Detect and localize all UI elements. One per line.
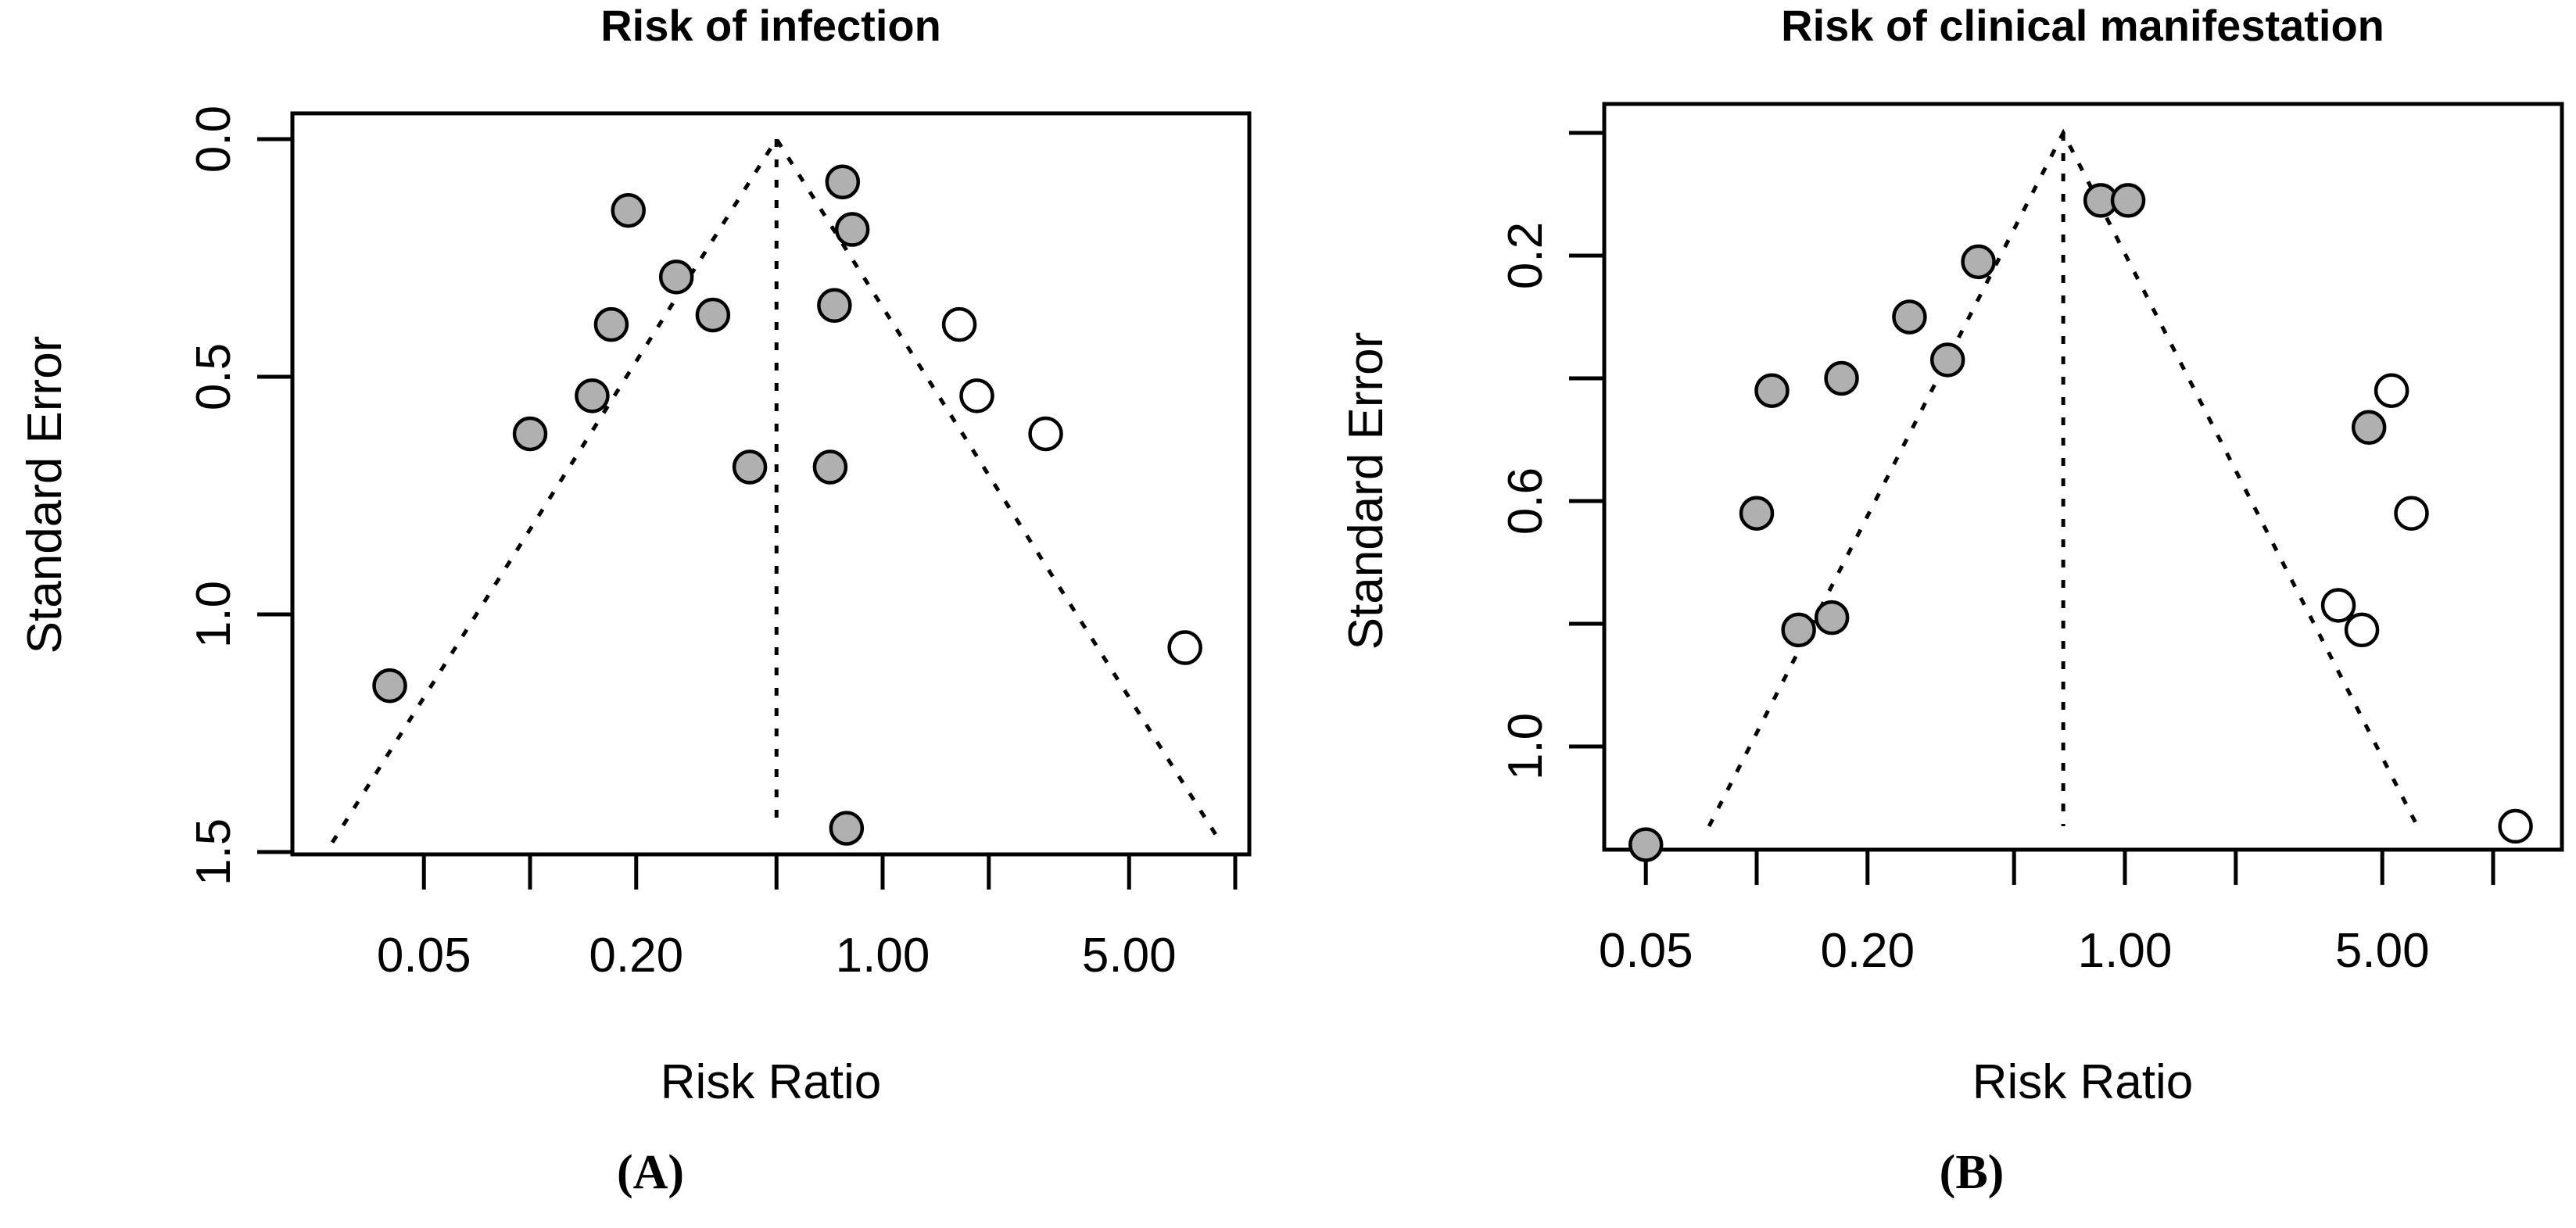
study-point-open	[959, 378, 994, 414]
study-point-filled	[593, 306, 629, 342]
study-point-filled	[1814, 600, 1850, 635]
y-tick-label: 0.0	[187, 106, 241, 173]
study-point-filled	[695, 297, 731, 333]
study-point-open	[2498, 808, 2533, 844]
y-tick-label: 1.0	[187, 581, 241, 648]
study-point-filled	[1824, 360, 1859, 396]
x-tick-label: 5.00	[1082, 929, 1177, 983]
study-point-filled	[834, 212, 870, 247]
panel-a-y-axis-label: Standard Error	[18, 336, 72, 654]
x-tick-label: 1.00	[2078, 924, 2173, 978]
y-tick-label: 0.6	[1499, 467, 1553, 535]
study-point-filled	[658, 260, 694, 295]
study-point-filled	[575, 378, 610, 414]
x-tick-label: 1.00	[836, 929, 930, 983]
x-tick-label: 0.20	[589, 929, 683, 983]
study-point-open	[2394, 496, 2429, 531]
study-point-filled	[825, 164, 861, 199]
x-tick-label: 5.00	[2335, 924, 2430, 978]
panel-b-x-axis-label: Risk Ratio	[1972, 1055, 2194, 1109]
study-point-open	[2344, 612, 2380, 648]
panel-a-caption: (A)	[617, 1146, 684, 1199]
x-tick-label: 0.05	[377, 929, 471, 983]
study-point-filled	[829, 811, 865, 846]
study-point-filled	[732, 449, 768, 485]
study-point-open	[2320, 588, 2356, 623]
y-tick-label: 1.0	[1499, 713, 1553, 780]
panel-a-title: Risk of infection	[600, 1, 941, 50]
study-point-filled	[372, 668, 407, 704]
funnel-confidence-lines	[330, 135, 1223, 844]
study-point-filled	[1892, 299, 1927, 335]
panel-b-caption: (B)	[1940, 1146, 2005, 1199]
study-point-open	[1167, 630, 1202, 665]
study-point-filled	[2110, 183, 2146, 218]
study-point-filled	[812, 449, 848, 485]
plot-box	[290, 111, 1252, 857]
panel-a-x-axis-label: Risk Ratio	[661, 1055, 882, 1109]
study-point-filled	[1961, 244, 1996, 280]
study-point-filled	[1628, 827, 1664, 862]
study-point-filled	[1739, 496, 1775, 531]
study-point-filled	[2351, 410, 2387, 446]
plot-box	[1602, 102, 2564, 852]
y-tick-label: 0.5	[187, 343, 241, 410]
panel-a-plot: 0.05 0.20 1.00 5.00 0.0 0.5 1.0 1.5	[187, 106, 1252, 983]
study-point-filled	[611, 192, 646, 228]
study-point-filled	[817, 288, 852, 324]
study-point-open	[1028, 416, 1063, 452]
study-point-filled	[1781, 612, 1816, 648]
panel-b-y-axis-label: Standard Error	[1339, 332, 1393, 650]
study-point-filled	[1754, 373, 1790, 408]
y-tick-label: 0.2	[1499, 222, 1553, 289]
panel-b-title: Risk of clinical manifestation	[1781, 1, 2384, 50]
study-point-open	[941, 306, 977, 342]
panel-b-plot: 0.05 0.20 1.00 5.00 0.2 0.6 1.0	[1499, 102, 2564, 978]
study-point-filled	[512, 416, 548, 452]
x-tick-label: 0.05	[1599, 924, 1693, 978]
x-tick-label: 0.20	[1820, 924, 1915, 978]
study-point-filled	[1929, 342, 1965, 378]
y-tick-label: 1.5	[187, 818, 241, 886]
study-point-open	[2374, 373, 2409, 408]
